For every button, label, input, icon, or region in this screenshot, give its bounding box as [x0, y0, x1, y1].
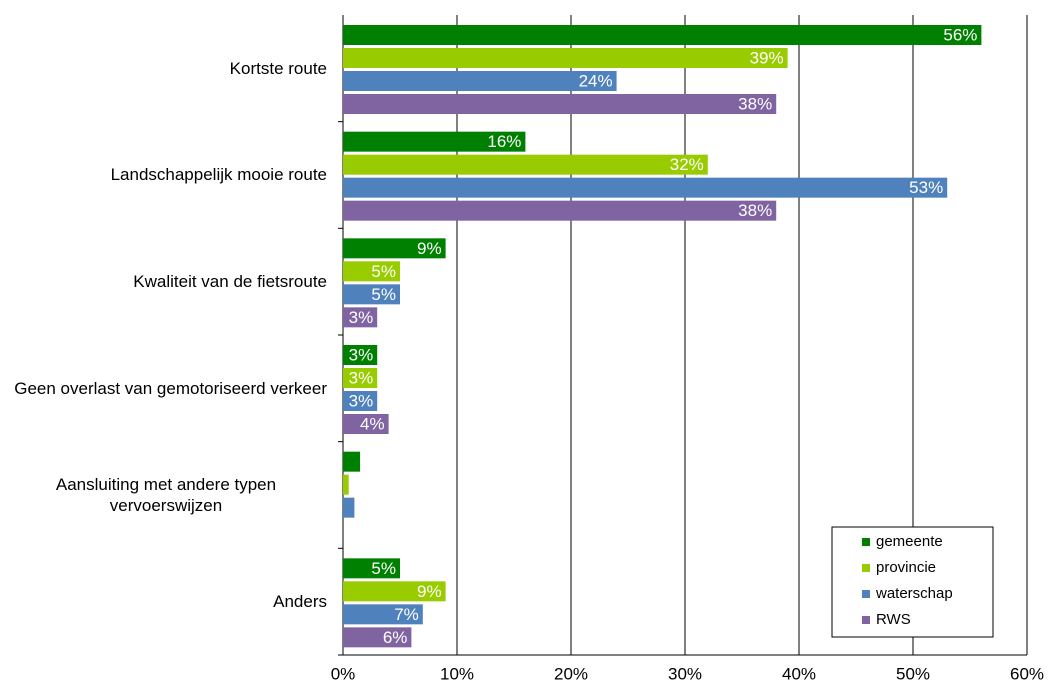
data-label: 9% [417, 582, 442, 601]
y-tick-label: Geen overlast van gemotoriseerd verkeer [14, 378, 327, 398]
legend-label: waterschap [875, 585, 953, 602]
bar [343, 604, 423, 625]
bar [343, 581, 446, 602]
bar [343, 261, 400, 282]
category-label-box: Kortste route [0, 15, 327, 122]
data-label: 3% [349, 391, 374, 410]
bar [343, 345, 378, 365]
x-tick-label: 20% [554, 664, 588, 683]
legend-label: gemeente [876, 533, 943, 550]
x-tick-label: 10% [440, 664, 474, 683]
category-label-box: Aansluiting met andere typen vervoerswij… [0, 442, 327, 549]
bar [343, 238, 446, 259]
category-label-box: Anders [0, 548, 327, 655]
data-label: 56% [943, 25, 977, 44]
legend-swatch [862, 590, 870, 598]
category-label-box: Landschappelijk mooie route [0, 122, 327, 229]
data-label: 32% [670, 155, 704, 174]
bar [343, 414, 389, 434]
bar [343, 497, 355, 518]
x-tick-label: 0% [331, 664, 356, 683]
data-label: 7% [394, 605, 419, 624]
y-tick-label: Kwaliteit van de fietsroute [133, 272, 327, 292]
legend-swatch [862, 538, 870, 546]
data-label: 39% [750, 48, 784, 67]
legend-swatch [862, 564, 870, 572]
legend-label: RWS [876, 611, 911, 628]
bar [343, 284, 400, 305]
y-tick-label: Landschappelijk mooie route [110, 165, 327, 185]
data-label: 5% [371, 262, 396, 281]
bar [343, 627, 412, 648]
data-label: 5% [371, 559, 396, 578]
bar [343, 558, 400, 579]
x-tick-label: 60% [1010, 664, 1044, 683]
bar [343, 177, 948, 198]
data-label: 3% [349, 368, 374, 387]
data-label: 24% [579, 71, 613, 90]
data-label: 53% [909, 178, 943, 197]
bar [343, 200, 777, 221]
data-label: 16% [487, 132, 521, 151]
x-tick-label: 30% [668, 664, 702, 683]
data-label: 3% [349, 308, 374, 327]
bar [343, 25, 982, 45]
data-label: 6% [383, 628, 408, 647]
data-label: 9% [417, 239, 442, 258]
data-label: 5% [371, 285, 396, 304]
bar [343, 94, 777, 114]
y-tick-label: Kortste route [229, 58, 327, 78]
bar [343, 48, 788, 68]
x-tick-label: 40% [782, 664, 816, 683]
bar [343, 71, 617, 91]
category-label-box: Geen overlast van gemotoriseerd verkeer [0, 335, 327, 442]
bar [343, 368, 378, 388]
category-label-box: Kwaliteit van de fietsroute [0, 228, 327, 335]
bar [343, 154, 708, 175]
data-label: 38% [738, 94, 772, 113]
data-label: 3% [349, 345, 374, 364]
data-label: 4% [360, 414, 385, 433]
bar [343, 131, 526, 152]
data-label: 38% [738, 201, 772, 220]
bar [343, 391, 378, 411]
bar [343, 307, 378, 328]
bar [343, 474, 349, 495]
legend-box [831, 526, 994, 638]
bar [343, 451, 361, 472]
legend-label: provincie [876, 559, 936, 576]
x-tick-label: 50% [896, 664, 930, 683]
y-tick-label: Aansluiting met andere typen vervoerswij… [55, 474, 277, 515]
legend-swatch [862, 616, 870, 624]
y-tick-label: Anders [273, 592, 327, 612]
